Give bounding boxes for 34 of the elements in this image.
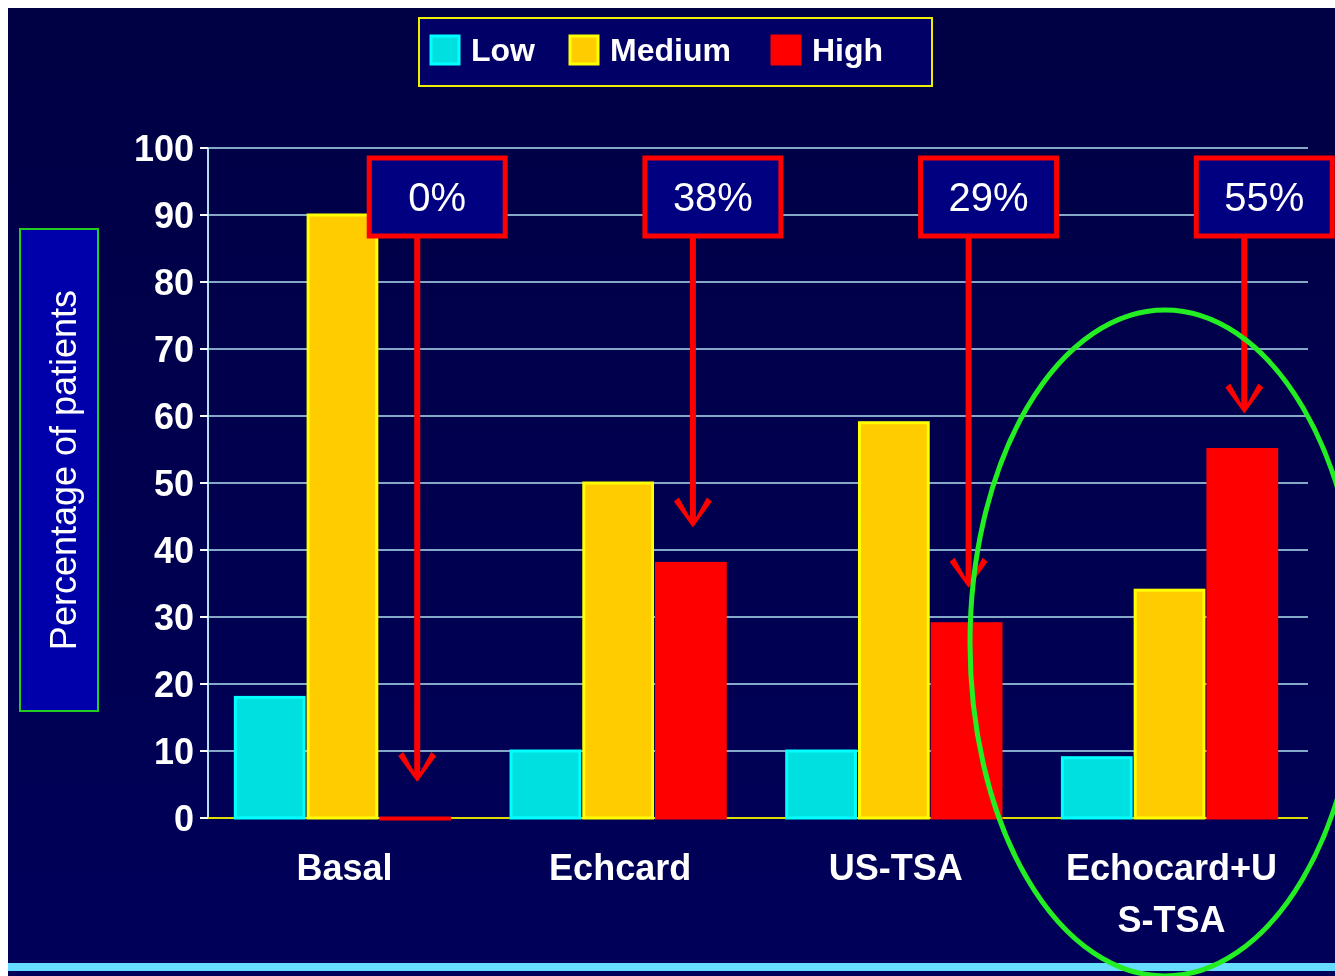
annotation: 38% xyxy=(672,175,753,219)
bar xyxy=(509,749,582,820)
y-tick-label: 90 xyxy=(153,194,194,236)
y-tick-label: 80 xyxy=(153,261,194,303)
y-axis-title: Percentage of patients xyxy=(43,289,84,651)
bar xyxy=(655,561,727,820)
bar xyxy=(582,481,655,820)
y-tick-label: 100 xyxy=(133,127,194,169)
bar xyxy=(930,622,1003,820)
bar xyxy=(306,213,379,820)
bar xyxy=(233,695,306,820)
legend-label: Medium xyxy=(610,32,731,69)
bar xyxy=(1133,588,1206,820)
y-tick-label: 50 xyxy=(153,462,194,504)
x-tick-label: Echocard+US-TSA xyxy=(1065,847,1278,940)
legend-label: High xyxy=(812,32,884,69)
y-tick-label: 0 xyxy=(173,797,194,839)
y-tick-label: 30 xyxy=(153,596,194,638)
bar xyxy=(1206,448,1279,820)
x-tick-label: Echcard xyxy=(549,847,692,888)
y-tick-label: 70 xyxy=(153,328,194,370)
x-tick-label: Basal xyxy=(296,847,393,888)
x-tick-label: US-TSA xyxy=(828,847,963,888)
bar xyxy=(857,421,930,820)
annotation: 29% xyxy=(948,175,1029,219)
legend-label: Low xyxy=(471,32,536,69)
annotation: 0% xyxy=(408,175,467,219)
annotation: 55% xyxy=(1224,175,1305,219)
bar xyxy=(785,749,857,820)
y-tick-label: 10 xyxy=(153,730,194,772)
y-tick-label: 40 xyxy=(153,529,194,571)
y-tick-label: 60 xyxy=(153,395,194,437)
bar xyxy=(1060,756,1133,820)
y-tick-label: 20 xyxy=(153,663,194,705)
